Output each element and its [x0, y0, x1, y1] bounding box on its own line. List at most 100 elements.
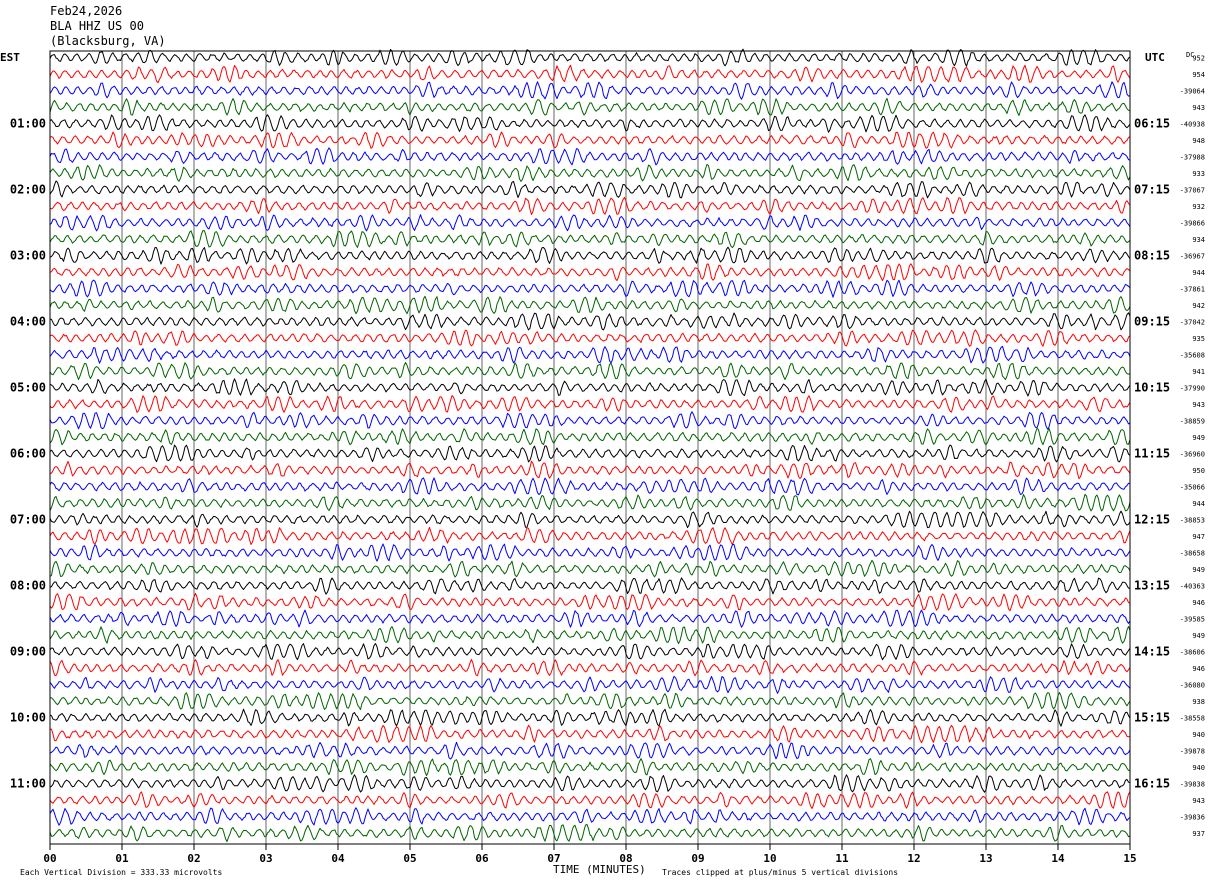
dc-offset-label: 934: [1192, 236, 1205, 244]
dc-offset-label: 933: [1192, 170, 1205, 178]
x-tick-label: 15: [1123, 852, 1136, 865]
trace-line: [49, 180, 1131, 199]
dc-offset-label: -36967: [1180, 253, 1205, 261]
trace-line: [49, 592, 1131, 612]
dc-offset-label: 944: [1192, 500, 1205, 508]
x-tick-label: 07: [547, 852, 560, 865]
trace-line: [49, 97, 1131, 116]
dc-offset-label: 949: [1192, 566, 1205, 574]
dc-offset-label: 938: [1192, 698, 1205, 706]
trace-line: [49, 559, 1131, 578]
seismic-traces: [49, 48, 1131, 843]
dc-offset-label: -38658: [1180, 550, 1205, 558]
est-hour-label: 01:00: [10, 117, 46, 131]
plot-frame: [49, 50, 1131, 845]
dc-offset-label: -40363: [1180, 583, 1205, 591]
dc-offset-label: 944: [1192, 269, 1205, 277]
dc-offset-label: -35608: [1180, 352, 1205, 360]
dc-offset-label: 954: [1192, 71, 1205, 79]
dc-offset-label: -39836: [1180, 814, 1205, 822]
trace-line: [49, 362, 1131, 381]
x-tick-label: 04: [331, 852, 345, 865]
x-tick-label: 12: [907, 852, 920, 865]
dc-offset-label: 943: [1192, 104, 1205, 112]
dc-offset-label: -40938: [1180, 121, 1205, 129]
trace-line: [49, 543, 1131, 562]
x-tick-label: 03: [259, 852, 272, 865]
trace-line: [49, 411, 1131, 430]
dc-offset-label: 942: [1192, 302, 1205, 310]
trace-line: [49, 510, 1131, 529]
dc-offset-label: -39064: [1180, 88, 1205, 96]
utc-hour-label: 08:15: [1134, 249, 1170, 263]
utc-hour-label: 16:15: [1134, 777, 1170, 791]
dc-offset-label: 946: [1192, 599, 1205, 607]
est-hour-label: 06:00: [10, 447, 46, 461]
x-tick-label: 13: [979, 852, 992, 865]
dc-offset-label: -37861: [1180, 286, 1205, 294]
plot-date: Feb24,2026: [50, 4, 123, 18]
dc-offset-label: -37988: [1180, 154, 1205, 162]
trace-line: [49, 643, 1131, 661]
trace-line: [49, 477, 1131, 496]
est-hour-label: 05:00: [10, 381, 46, 395]
trace-line: [49, 196, 1131, 215]
utc-hour-label: 13:15: [1134, 579, 1170, 593]
trace-line: [49, 444, 1131, 463]
est-hour-label: 03:00: [10, 249, 46, 263]
station-location: (Blacksburg, VA): [50, 34, 166, 48]
dc-offset-label: 950: [1192, 467, 1205, 475]
trace-line: [49, 577, 1130, 595]
utc-hour-label: 11:15: [1134, 447, 1170, 461]
dc-offset-label: 940: [1192, 731, 1205, 739]
x-tick-label: 02: [187, 852, 200, 865]
est-hour-label: 10:00: [10, 711, 46, 725]
trace-line: [49, 395, 1131, 413]
est-hour-label: 11:00: [10, 777, 46, 791]
trace-line: [49, 295, 1131, 315]
trace-line: [49, 708, 1131, 727]
station-code: BLA HHZ US 00: [50, 19, 144, 33]
est-hour-labels: 01:00 02:00 03:00 04:00 05:00 06:00 07:00 08:00…: [10, 117, 46, 791]
trace-line: [49, 114, 1131, 133]
dc-offset-label: 946: [1192, 665, 1205, 673]
trace-line: [49, 345, 1131, 364]
trace-line: [49, 493, 1131, 512]
x-tick-label: 05: [403, 852, 416, 865]
est-hour-label: 08:00: [10, 579, 46, 593]
trace-line: [49, 329, 1131, 347]
dc-offset-label: -38606: [1180, 649, 1205, 657]
utc-hour-label: 15:15: [1134, 711, 1170, 725]
dc-offset-label: 943: [1192, 401, 1205, 409]
dc-header-label: DC: [1186, 51, 1194, 59]
trace-line: [49, 48, 1131, 67]
dc-offset-label: -37067: [1180, 187, 1205, 195]
trace-line: [49, 741, 1131, 760]
trace-line: [49, 427, 1131, 446]
trace-line: [49, 263, 1131, 282]
trace-line: [49, 163, 1131, 182]
trace-line: [49, 131, 1131, 149]
x-tick-label: 08: [619, 852, 632, 865]
dc-offset-label: 941: [1192, 368, 1205, 376]
dc-offset-label: -37042: [1180, 319, 1205, 327]
dc-offset-labels: 952 954 -39064 943 -40938 948 -37988 933 -37067 9…: [1180, 55, 1205, 839]
x-axis: 00 01 02 03 04 05 06 07 08 09 10 11 12 13 14 15: [43, 844, 1137, 865]
dc-offset-label: 949: [1192, 434, 1205, 442]
est-hour-label: 02:00: [10, 183, 46, 197]
trace-line: [49, 758, 1131, 777]
trace-line: [49, 147, 1131, 166]
dc-offset-label: 948: [1192, 137, 1205, 145]
est-axis-label: EST: [0, 51, 20, 64]
dc-offset-label: 932: [1192, 203, 1205, 211]
x-tick-label: 09: [691, 852, 704, 865]
trace-line: [50, 460, 1131, 480]
dc-offset-label: 952: [1192, 55, 1205, 63]
vertical-division-note: Each Vertical Division = 333.33 microvol…: [20, 868, 222, 877]
utc-hour-label: 10:15: [1134, 381, 1170, 395]
trace-line: [49, 626, 1131, 645]
trace-line: [49, 823, 1131, 843]
trace-line: [49, 692, 1131, 710]
dc-offset-label: -36960: [1180, 451, 1205, 459]
